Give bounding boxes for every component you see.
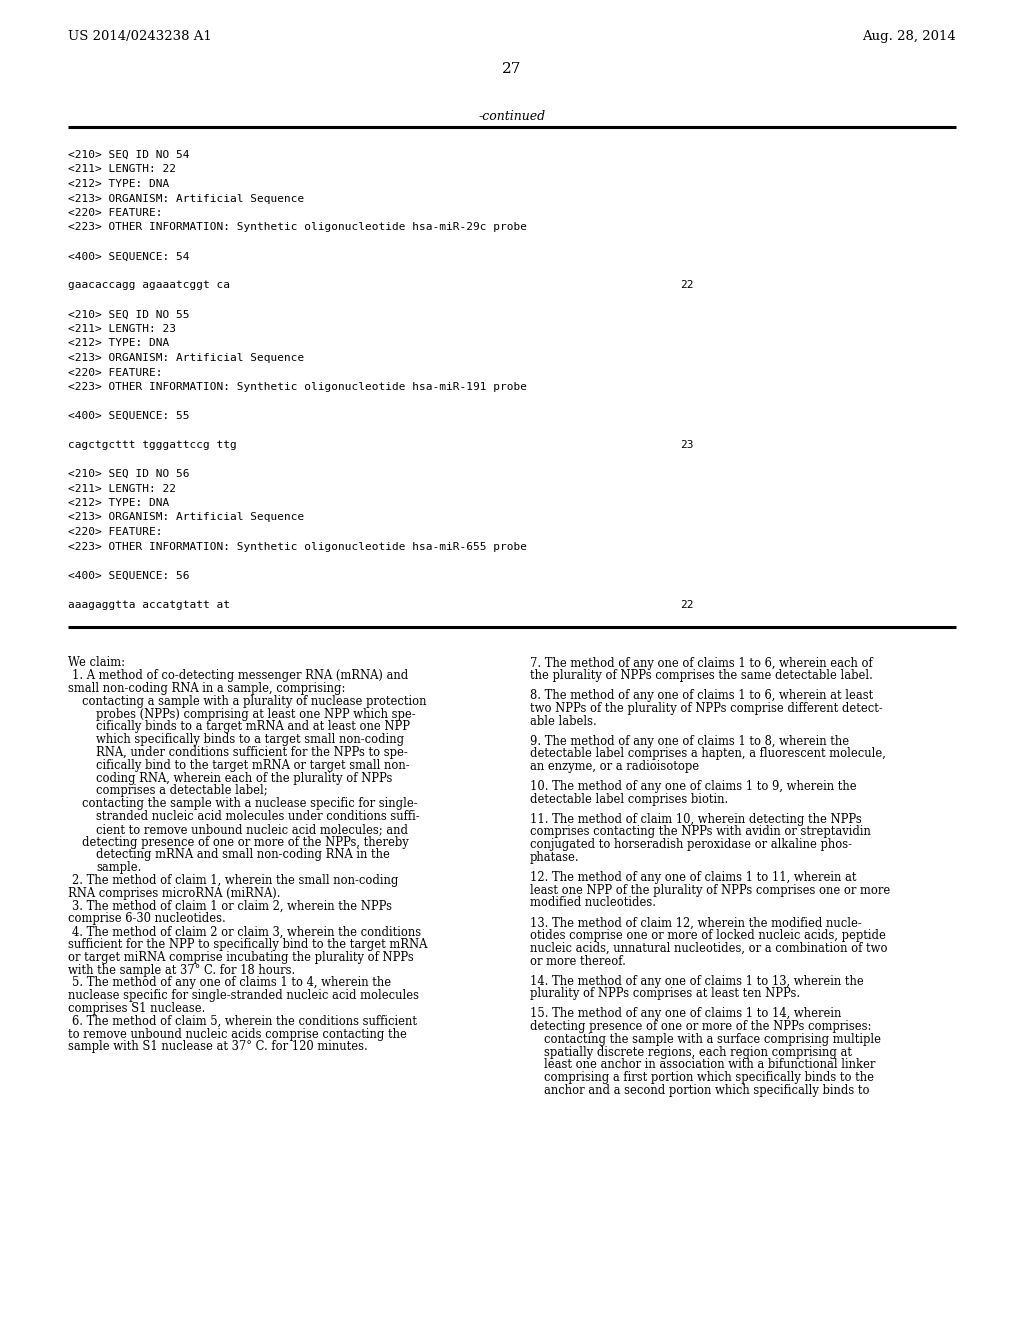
Text: 6. The method of claim 5, wherein the conditions sufficient: 6. The method of claim 5, wherein the co…	[72, 1015, 417, 1028]
Text: comprises a detectable label;: comprises a detectable label;	[96, 784, 267, 797]
Text: detecting mRNA and small non-coding RNA in the: detecting mRNA and small non-coding RNA …	[96, 849, 390, 862]
Text: detectable label comprises biotin.: detectable label comprises biotin.	[530, 793, 728, 805]
Text: 27: 27	[503, 62, 521, 77]
Text: nucleic acids, unnatural nucleotides, or a combination of two: nucleic acids, unnatural nucleotides, or…	[530, 942, 888, 954]
Text: anchor and a second portion which specifically binds to: anchor and a second portion which specif…	[544, 1084, 869, 1097]
Text: probes (NPPs) comprising at least one NPP which spe-: probes (NPPs) comprising at least one NP…	[96, 708, 416, 721]
Text: 11. The method of claim 10, wherein detecting the NPPs: 11. The method of claim 10, wherein dete…	[530, 813, 862, 825]
Text: to remove unbound nucleic acids comprise contacting the: to remove unbound nucleic acids comprise…	[68, 1028, 407, 1040]
Text: cagctgcttt tgggattccg ttg: cagctgcttt tgggattccg ttg	[68, 440, 237, 450]
Text: stranded nucleic acid molecules under conditions suffi-: stranded nucleic acid molecules under co…	[96, 810, 420, 824]
Text: 23: 23	[680, 440, 693, 450]
Text: nuclease specific for single-stranded nucleic acid molecules: nuclease specific for single-stranded nu…	[68, 989, 419, 1002]
Text: least one NPP of the plurality of NPPs comprises one or more: least one NPP of the plurality of NPPs c…	[530, 883, 890, 896]
Text: <223> OTHER INFORMATION: Synthetic oligonucleotide hsa-miR-655 probe: <223> OTHER INFORMATION: Synthetic oligo…	[68, 541, 527, 552]
Text: conjugated to horseradish peroxidase or alkaline phos-: conjugated to horseradish peroxidase or …	[530, 838, 852, 851]
Text: able labels.: able labels.	[530, 714, 597, 727]
Text: <213> ORGANISM: Artificial Sequence: <213> ORGANISM: Artificial Sequence	[68, 352, 304, 363]
Text: the plurality of NPPs comprises the same detectable label.: the plurality of NPPs comprises the same…	[530, 669, 872, 682]
Text: spatially discrete regions, each region comprising at: spatially discrete regions, each region …	[544, 1045, 852, 1059]
Text: <220> FEATURE:: <220> FEATURE:	[68, 367, 163, 378]
Text: <223> OTHER INFORMATION: Synthetic oligonucleotide hsa-miR-29c probe: <223> OTHER INFORMATION: Synthetic oligo…	[68, 223, 527, 232]
Text: 13. The method of claim 12, wherein the modified nucle-: 13. The method of claim 12, wherein the …	[530, 916, 862, 929]
Text: <213> ORGANISM: Artificial Sequence: <213> ORGANISM: Artificial Sequence	[68, 194, 304, 203]
Text: <220> FEATURE:: <220> FEATURE:	[68, 209, 163, 218]
Text: <212> TYPE: DNA: <212> TYPE: DNA	[68, 498, 169, 508]
Text: plurality of NPPs comprises at least ten NPPs.: plurality of NPPs comprises at least ten…	[530, 987, 800, 1001]
Text: 9. The method of any one of claims 1 to 8, wherein the: 9. The method of any one of claims 1 to …	[530, 734, 849, 747]
Text: phatase.: phatase.	[530, 851, 580, 865]
Text: <400> SEQUENCE: 55: <400> SEQUENCE: 55	[68, 411, 189, 421]
Text: or target miRNA comprise incubating the plurality of NPPs: or target miRNA comprise incubating the …	[68, 950, 414, 964]
Text: modified nucleotides.: modified nucleotides.	[530, 896, 656, 909]
Text: two NPPs of the plurality of NPPs comprise different detect-: two NPPs of the plurality of NPPs compri…	[530, 702, 883, 715]
Text: aaagaggtta accatgtatt at: aaagaggtta accatgtatt at	[68, 599, 230, 610]
Text: comprise 6-30 nucleotides.: comprise 6-30 nucleotides.	[68, 912, 225, 925]
Text: contacting the sample with a nuclease specific for single-: contacting the sample with a nuclease sp…	[82, 797, 418, 810]
Text: detectable label comprises a hapten, a fluorescent molecule,: detectable label comprises a hapten, a f…	[530, 747, 886, 760]
Text: or more thereof.: or more thereof.	[530, 954, 626, 968]
Text: US 2014/0243238 A1: US 2014/0243238 A1	[68, 30, 212, 44]
Text: <220> FEATURE:: <220> FEATURE:	[68, 527, 163, 537]
Text: an enzyme, or a radioisotope: an enzyme, or a radioisotope	[530, 760, 699, 774]
Text: cifically bind to the target mRNA or target small non-: cifically bind to the target mRNA or tar…	[96, 759, 410, 772]
Text: 3. The method of claim 1 or claim 2, wherein the NPPs: 3. The method of claim 1 or claim 2, whe…	[72, 900, 392, 912]
Text: coding RNA, wherein each of the plurality of NPPs: coding RNA, wherein each of the pluralit…	[96, 772, 392, 784]
Text: otides comprise one or more of locked nucleic acids, peptide: otides comprise one or more of locked nu…	[530, 929, 886, 942]
Text: <210> SEQ ID NO 54: <210> SEQ ID NO 54	[68, 150, 189, 160]
Text: RNA, under conditions sufficient for the NPPs to spe-: RNA, under conditions sufficient for the…	[96, 746, 408, 759]
Text: contacting the sample with a surface comprising multiple: contacting the sample with a surface com…	[544, 1032, 881, 1045]
Text: <211> LENGTH: 22: <211> LENGTH: 22	[68, 165, 176, 174]
Text: 15. The method of any one of claims 1 to 14, wherein: 15. The method of any one of claims 1 to…	[530, 1007, 842, 1020]
Text: 12. The method of any one of claims 1 to 11, wherein at: 12. The method of any one of claims 1 to…	[530, 871, 856, 884]
Text: -continued: -continued	[478, 110, 546, 123]
Text: cifically binds to a target mRNA and at least one NPP: cifically binds to a target mRNA and at …	[96, 721, 410, 734]
Text: which specifically binds to a target small non-coding: which specifically binds to a target sma…	[96, 734, 404, 746]
Text: 10. The method of any one of claims 1 to 9, wherein the: 10. The method of any one of claims 1 to…	[530, 780, 857, 793]
Text: <212> TYPE: DNA: <212> TYPE: DNA	[68, 180, 169, 189]
Text: small non-coding RNA in a sample, comprising:: small non-coding RNA in a sample, compri…	[68, 682, 345, 696]
Text: <211> LENGTH: 22: <211> LENGTH: 22	[68, 483, 176, 494]
Text: We claim:: We claim:	[68, 656, 125, 669]
Text: detecting presence of one or more of the NPPs comprises:: detecting presence of one or more of the…	[530, 1020, 871, 1034]
Text: 1. A method of co-detecting messenger RNA (mRNA) and: 1. A method of co-detecting messenger RN…	[72, 669, 409, 682]
Text: sample.: sample.	[96, 861, 141, 874]
Text: 22: 22	[680, 599, 693, 610]
Text: gaacaccagg agaaatcggt ca: gaacaccagg agaaatcggt ca	[68, 281, 230, 290]
Text: <213> ORGANISM: Artificial Sequence: <213> ORGANISM: Artificial Sequence	[68, 512, 304, 523]
Text: sample with S1 nuclease at 37° C. for 120 minutes.: sample with S1 nuclease at 37° C. for 12…	[68, 1040, 368, 1053]
Text: least one anchor in association with a bifunctional linker: least one anchor in association with a b…	[544, 1059, 876, 1072]
Text: 5. The method of any one of claims 1 to 4, wherein the: 5. The method of any one of claims 1 to …	[72, 977, 391, 990]
Text: detecting presence of one or more of the NPPs, thereby: detecting presence of one or more of the…	[82, 836, 409, 849]
Text: sufficient for the NPP to specifically bind to the target mRNA: sufficient for the NPP to specifically b…	[68, 939, 427, 952]
Text: cient to remove unbound nucleic acid molecules; and: cient to remove unbound nucleic acid mol…	[96, 822, 408, 836]
Text: 2. The method of claim 1, wherein the small non-coding: 2. The method of claim 1, wherein the sm…	[72, 874, 398, 887]
Text: 8. The method of any one of claims 1 to 6, wherein at least: 8. The method of any one of claims 1 to …	[530, 689, 873, 702]
Text: <400> SEQUENCE: 56: <400> SEQUENCE: 56	[68, 570, 189, 581]
Text: contacting a sample with a plurality of nuclease protection: contacting a sample with a plurality of …	[82, 694, 427, 708]
Text: <223> OTHER INFORMATION: Synthetic oligonucleotide hsa-miR-191 probe: <223> OTHER INFORMATION: Synthetic oligo…	[68, 381, 527, 392]
Text: <211> LENGTH: 23: <211> LENGTH: 23	[68, 323, 176, 334]
Text: 4. The method of claim 2 or claim 3, wherein the conditions: 4. The method of claim 2 or claim 3, whe…	[72, 925, 421, 939]
Text: 14. The method of any one of claims 1 to 13, wherein the: 14. The method of any one of claims 1 to…	[530, 974, 864, 987]
Text: <212> TYPE: DNA: <212> TYPE: DNA	[68, 338, 169, 348]
Text: comprises S1 nuclease.: comprises S1 nuclease.	[68, 1002, 206, 1015]
Text: RNA comprises microRNA (miRNA).: RNA comprises microRNA (miRNA).	[68, 887, 281, 900]
Text: comprising a first portion which specifically binds to the: comprising a first portion which specifi…	[544, 1072, 874, 1084]
Text: <210> SEQ ID NO 56: <210> SEQ ID NO 56	[68, 469, 189, 479]
Text: Aug. 28, 2014: Aug. 28, 2014	[862, 30, 956, 44]
Text: 7. The method of any one of claims 1 to 6, wherein each of: 7. The method of any one of claims 1 to …	[530, 656, 872, 669]
Text: comprises contacting the NPPs with avidin or streptavidin: comprises contacting the NPPs with avidi…	[530, 825, 870, 838]
Text: <400> SEQUENCE: 54: <400> SEQUENCE: 54	[68, 252, 189, 261]
Text: <210> SEQ ID NO 55: <210> SEQ ID NO 55	[68, 309, 189, 319]
Text: 22: 22	[680, 281, 693, 290]
Text: with the sample at 37° C. for 18 hours.: with the sample at 37° C. for 18 hours.	[68, 964, 295, 977]
